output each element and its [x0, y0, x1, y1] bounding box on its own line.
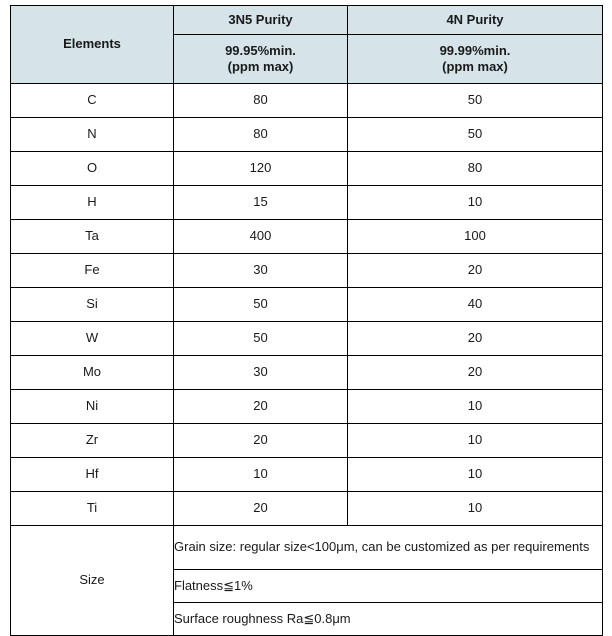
size-spec-flatness: Flatness≦1%	[173, 569, 603, 603]
element-value-4n: 10	[347, 423, 603, 458]
element-value-3n5: 50	[173, 287, 348, 322]
element-name: N	[10, 117, 174, 152]
element-value-4n: 10	[347, 491, 603, 526]
size-spec-grain-size: Grain size: regular size<100μm, can be c…	[173, 525, 603, 570]
table-row: O 120 80	[10, 151, 603, 186]
element-name: Fe	[10, 253, 174, 288]
header-elements: Elements	[10, 5, 174, 84]
element-value-3n5: 10	[173, 457, 348, 492]
table-row: Hf 10 10	[10, 457, 603, 492]
element-value-4n: 10	[347, 457, 603, 492]
header-purity-3n5-title: 3N5 Purity	[173, 4, 348, 36]
element-value-4n: 10	[347, 389, 603, 424]
element-value-3n5: 15	[173, 185, 348, 220]
element-value-3n5: 80	[173, 117, 348, 152]
table-body: Elements 3N5 Purity 4N Purity 99.95%min.…	[10, 4, 603, 636]
element-value-3n5: 30	[173, 253, 348, 288]
element-name: Ni	[10, 389, 174, 424]
element-value-3n5: 20	[173, 389, 348, 424]
element-name: Si	[10, 287, 174, 322]
header-purity-4n-spec-line2: (ppm max)	[442, 59, 508, 75]
table-row: W 50 20	[10, 321, 603, 356]
material-specification-table: Elements 3N5 Purity 4N Purity 99.95%min.…	[10, 4, 603, 636]
size-row-flatness: Flatness≦1%	[11, 569, 603, 603]
header-purity-3n5-spec: 99.95%min. (ppm max)	[173, 34, 348, 84]
table-row: Ti 20 10	[10, 491, 603, 526]
element-value-4n: 10	[347, 185, 603, 220]
table-row: C 80 50	[10, 83, 603, 118]
element-value-4n: 50	[347, 117, 603, 152]
table-row: Si 50 40	[10, 287, 603, 322]
element-value-3n5: 30	[173, 355, 348, 390]
table-row: Fe 30 20	[10, 253, 603, 288]
element-value-4n: 20	[347, 321, 603, 356]
element-name: O	[10, 151, 174, 186]
header-purity-3n5-spec-line2: (ppm max)	[227, 59, 294, 75]
table-row: Ta 400 100	[10, 219, 603, 254]
element-value-4n: 20	[347, 355, 603, 390]
element-value-3n5: 80	[173, 83, 348, 118]
element-value-4n: 80	[347, 151, 603, 186]
element-value-3n5: 400	[173, 219, 348, 254]
element-value-3n5: 120	[173, 151, 348, 186]
element-value-3n5: 20	[173, 423, 348, 458]
header-purity-4n-title: 4N Purity	[347, 4, 603, 36]
element-value-4n: 20	[347, 253, 603, 288]
element-name: Ta	[10, 219, 174, 254]
spec-table-page: Elements 3N5 Purity 4N Purity 99.95%min.…	[10, 4, 603, 636]
table-row: H 15 10	[10, 185, 603, 220]
element-name: W	[10, 321, 174, 356]
header-purity-4n-spec: 99.99%min. (ppm max)	[347, 34, 603, 84]
element-value-4n: 40	[347, 287, 603, 322]
size-row-grain: Size Grain size: regular size<100μm, can…	[10, 525, 603, 636]
element-name: Hf	[10, 457, 174, 492]
element-value-3n5: 20	[173, 491, 348, 526]
element-name: Zr	[10, 423, 174, 458]
table-header-row-titles: Elements 3N5 Purity 4N Purity	[10, 4, 603, 84]
table-header-row-specs: 99.95%min. (ppm max) 99.99%min. (ppm max…	[11, 34, 603, 84]
table-row: Zr 20 10	[10, 423, 603, 458]
element-value-4n: 100	[347, 219, 603, 254]
element-value-3n5: 50	[173, 321, 348, 356]
size-spec-surface-roughness: Surface roughness Ra≦0.8μm	[173, 602, 603, 636]
element-name: H	[10, 185, 174, 220]
header-purity-3n5-spec-line1: 99.95%min.	[225, 42, 296, 58]
element-value-4n: 50	[347, 83, 603, 118]
element-name: Mo	[10, 355, 174, 390]
table-row: Mo 30 20	[10, 355, 603, 390]
table-row: N 80 50	[10, 117, 603, 152]
size-section-label: Size	[10, 525, 174, 636]
header-purity-4n-spec-line1: 99.99%min.	[439, 42, 511, 58]
table-row: Ni 20 10	[10, 389, 603, 424]
element-name: C	[10, 83, 174, 118]
element-name: Ti	[10, 491, 174, 526]
